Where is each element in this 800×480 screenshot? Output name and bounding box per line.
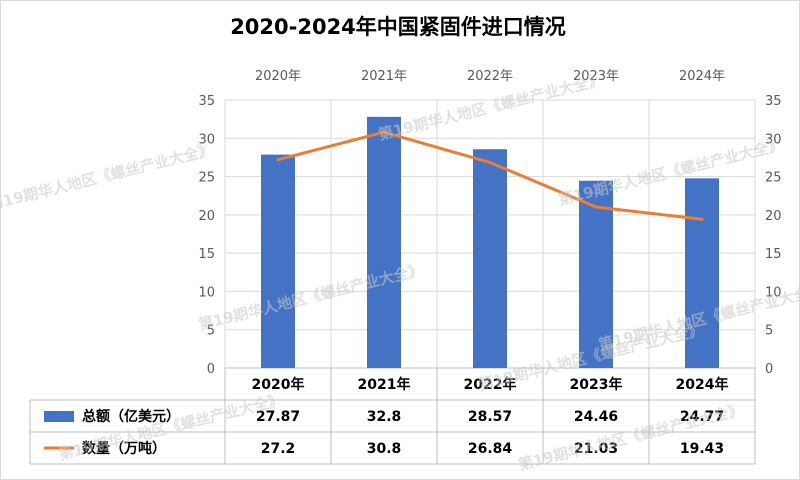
table-value-cell: 28.57 <box>468 409 512 425</box>
y2-tick-label: 25 <box>765 171 782 186</box>
table-value-cell: 32.8 <box>367 409 402 425</box>
bar <box>579 180 613 368</box>
line-point <box>700 217 704 221</box>
table-value-cell: 21.03 <box>574 441 618 457</box>
y-tick-label: 5 <box>207 324 215 339</box>
x-top-tick-label: 2023年 <box>573 69 619 84</box>
table-header-cell: 2023年 <box>570 376 623 393</box>
y2-tick-label: 5 <box>765 324 773 339</box>
table-value-cell: 24.77 <box>680 409 724 425</box>
table-header-cell: 2024年 <box>676 376 729 393</box>
y-tick-label: 20 <box>198 209 215 224</box>
table-value-cell: 19.43 <box>680 441 724 457</box>
bar <box>685 178 719 368</box>
table-header-cell: 2021年 <box>358 376 411 393</box>
y-tick-label: 15 <box>198 247 215 262</box>
line-series <box>276 130 704 221</box>
table-header-cell: 2022年 <box>464 376 517 393</box>
x-top-tick-label: 2024年 <box>679 69 725 84</box>
y-tick-label: 0 <box>207 362 215 377</box>
table-value-cell: 27.2 <box>261 441 296 457</box>
y-tick-label: 35 <box>198 94 215 109</box>
y2-tick-label: 10 <box>765 285 782 300</box>
table-header-cell: 2020年 <box>252 376 305 393</box>
y-tick-label: 30 <box>198 132 215 147</box>
y2-tick-label: 30 <box>765 132 782 147</box>
line-point <box>276 158 280 162</box>
legend-label: 总额（亿美元） <box>82 408 180 425</box>
y2-tick-label: 0 <box>765 362 773 377</box>
x-top-tick-label: 2020年 <box>255 69 301 84</box>
line-point <box>488 160 492 164</box>
y2-tick-label: 20 <box>765 209 782 224</box>
table-value-cell: 24.46 <box>574 409 618 425</box>
chart-title: 2020-2024年中国紧固件进口情况 <box>230 15 566 39</box>
table-value-cell: 27.87 <box>256 409 300 425</box>
axis-labels: 0 0 5 5 10 10 15 15 20 20 25 25 30 30 35 35 2020年 2021年 20… <box>198 69 781 377</box>
bar <box>473 149 507 368</box>
y2-tick-label: 15 <box>765 247 782 262</box>
y-tick-label: 10 <box>198 285 215 300</box>
bar <box>261 154 295 368</box>
table-value-cell: 30.8 <box>367 441 402 457</box>
legend-key-bar <box>44 411 74 422</box>
y-tick-label: 25 <box>198 171 215 186</box>
legend-label: 数量（万吨） <box>82 440 166 457</box>
table-value-cell: 26.84 <box>468 441 513 457</box>
line-point <box>382 130 386 134</box>
bar-series <box>261 116 719 369</box>
y2-tick-label: 35 <box>765 94 782 109</box>
x-top-tick-label: 2022年 <box>467 69 513 84</box>
bar <box>367 116 401 369</box>
x-top-tick-label: 2021年 <box>361 69 407 84</box>
line-point <box>594 205 598 209</box>
